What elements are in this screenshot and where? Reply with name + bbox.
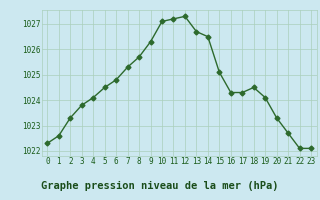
Text: Graphe pression niveau de la mer (hPa): Graphe pression niveau de la mer (hPa)	[41, 181, 279, 191]
